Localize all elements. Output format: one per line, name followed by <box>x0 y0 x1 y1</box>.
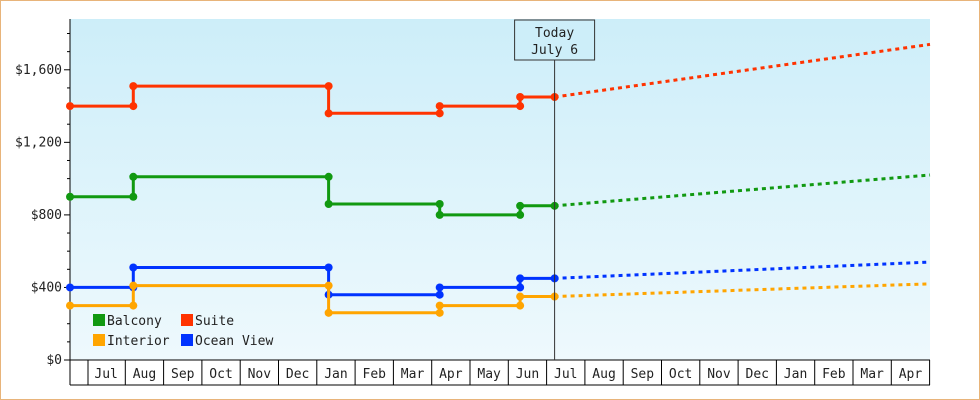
data-point <box>324 109 333 118</box>
x-tick-label: May <box>477 367 501 382</box>
data-point <box>516 292 525 301</box>
x-tick-label: Jan <box>784 367 807 382</box>
y-tick-label: $1,600 <box>15 63 62 78</box>
plot-area <box>70 19 930 360</box>
data-point <box>324 308 333 317</box>
y-tick-label: $1,200 <box>15 135 62 150</box>
x-tick-label: Apr <box>899 367 923 382</box>
x-tick-label: Oct <box>209 367 232 382</box>
legend-swatch <box>181 314 193 326</box>
series-line <box>70 175 555 217</box>
data-point <box>66 283 74 292</box>
x-tick-label: Dec <box>746 367 769 382</box>
data-point <box>129 263 138 272</box>
x-tick-label: Sep <box>171 367 195 382</box>
data-point <box>516 301 525 310</box>
y-axis: $0 $400 $800 $1,200 $1,600 <box>15 19 71 385</box>
data-point <box>129 301 138 310</box>
series-suite <box>66 42 931 118</box>
data-point <box>129 172 138 181</box>
data-point <box>324 281 333 290</box>
legend-label: Suite <box>195 314 234 329</box>
data-point <box>516 210 525 219</box>
series-interior <box>66 281 931 317</box>
data-point <box>66 102 74 111</box>
x-tick-label: Feb <box>822 367 846 382</box>
x-tick-label: Mar <box>401 367 425 382</box>
data-point <box>129 192 138 201</box>
data-point <box>66 192 74 201</box>
x-tick-label: Mar <box>860 367 884 382</box>
data-point <box>435 102 444 111</box>
data-point <box>324 200 333 209</box>
legend-label: Balcony <box>107 314 162 329</box>
x-tick-label: Jan <box>324 367 347 382</box>
data-point <box>516 201 525 210</box>
data-point <box>435 200 444 209</box>
series-layer <box>66 42 931 317</box>
x-axis: Jul Aug Sep Oct Nov Dec Jan Feb Mar Apr May Jun Jul A… <box>70 359 931 386</box>
legend: Balcony Suite Interior Ocean View <box>93 314 273 349</box>
data-point <box>435 290 444 299</box>
x-tick-label: Nov <box>707 367 731 382</box>
forecast-line <box>554 260 931 280</box>
data-point <box>324 82 333 91</box>
legend-swatch <box>181 334 193 346</box>
x-tick-label: Aug <box>133 367 156 382</box>
data-point <box>66 301 74 310</box>
series-line <box>70 84 555 115</box>
today-date: July 6 <box>531 43 578 58</box>
x-tick-label: Oct <box>669 367 692 382</box>
data-point <box>129 82 138 91</box>
data-point <box>516 102 525 111</box>
x-tick-label: Sep <box>631 367 655 382</box>
data-point <box>129 281 138 290</box>
x-tick-label: Jul <box>554 367 577 382</box>
legend-label: Interior <box>107 334 170 349</box>
series-line <box>70 284 555 315</box>
today-label: Today <box>535 26 574 41</box>
series-line <box>70 266 555 297</box>
legend-item-suite: Suite <box>181 314 234 329</box>
data-point <box>516 283 525 292</box>
data-point <box>324 263 333 272</box>
legend-item-ocean-view: Ocean View <box>181 334 273 349</box>
data-point <box>435 210 444 219</box>
today-box <box>514 19 596 61</box>
forecast-line <box>554 282 931 299</box>
data-point <box>516 92 525 101</box>
y-tick-label: $800 <box>31 208 62 223</box>
series-ocean-view <box>66 260 931 299</box>
legend-item-interior: Interior <box>93 334 170 349</box>
forecast-line <box>554 173 931 208</box>
today-marker: Today July 6 <box>514 19 596 360</box>
forecast-line <box>554 42 931 99</box>
data-point <box>435 283 444 292</box>
data-point <box>129 102 138 111</box>
x-tick-label: Nov <box>248 367 272 382</box>
x-tick-label: Feb <box>363 367 387 382</box>
x-tick-label: Dec <box>286 367 309 382</box>
x-tick-label: Jun <box>516 367 539 382</box>
x-tick-label: Jul <box>94 367 117 382</box>
legend-label: Ocean View <box>195 334 273 349</box>
data-point <box>324 172 333 181</box>
x-tick-label: Apr <box>439 367 463 382</box>
legend-swatch <box>93 334 105 346</box>
data-point <box>516 274 525 283</box>
data-point <box>435 301 444 310</box>
y-tick-label: $0 <box>46 353 62 368</box>
legend-item-balcony: Balcony <box>93 314 162 329</box>
data-point <box>435 109 444 118</box>
x-tick-label: Aug <box>592 367 615 382</box>
data-point <box>435 308 444 317</box>
series-balcony <box>66 172 931 219</box>
y-tick-label: $400 <box>31 280 62 295</box>
legend-swatch <box>93 314 105 326</box>
